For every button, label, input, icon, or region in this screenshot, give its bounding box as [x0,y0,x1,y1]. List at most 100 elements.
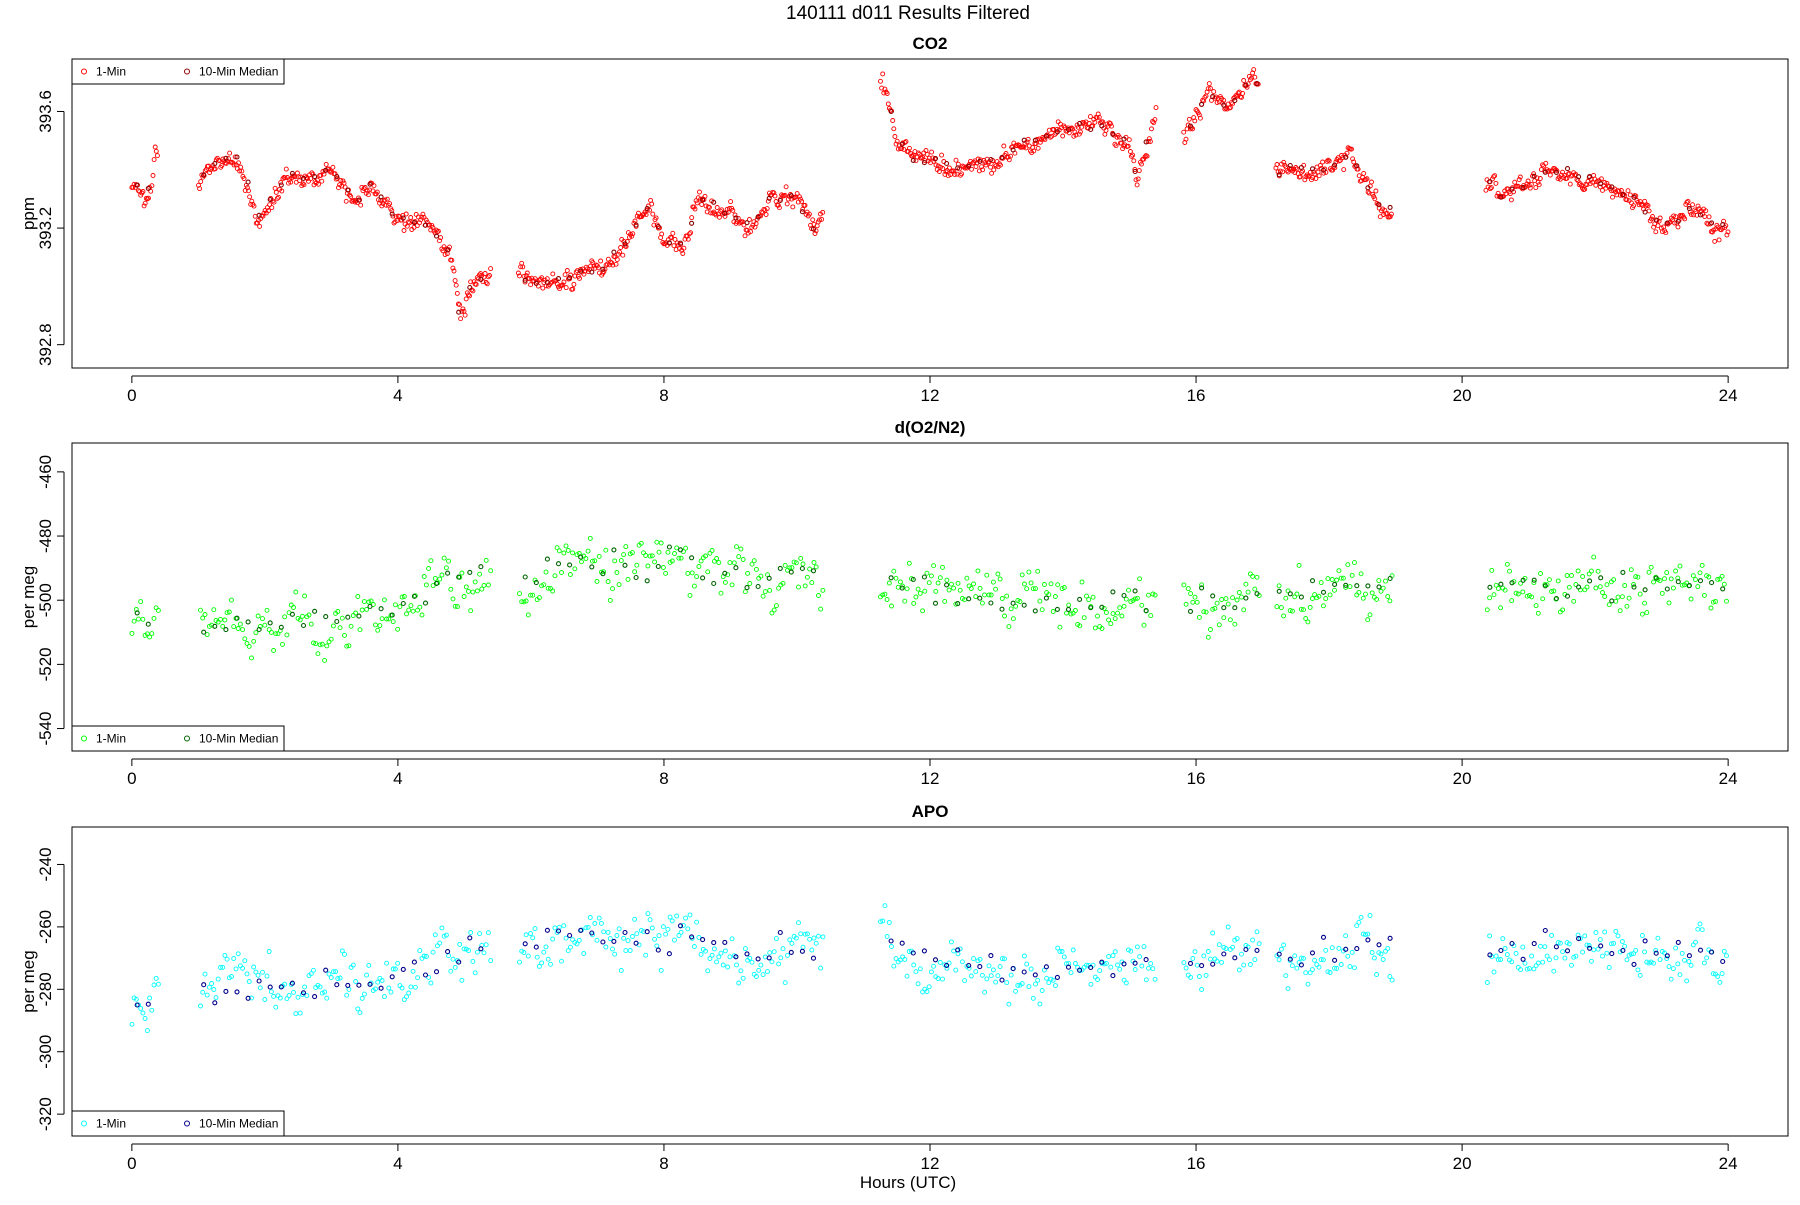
legend: 1-Min 10-Min Median [71,725,285,752]
data-point [1186,116,1192,122]
data-point [753,221,759,227]
data-point [1216,942,1222,948]
data-point [479,586,485,592]
data-point [346,643,352,649]
data-point [1644,202,1650,208]
data-point [304,993,310,999]
data-point [953,157,959,163]
data-point [1542,944,1548,950]
data-point [235,951,241,957]
data-point [1327,970,1333,975]
median-point [644,929,650,935]
data-point [688,230,694,236]
data-point [919,155,925,161]
median-point [944,962,950,968]
data-point [811,560,817,565]
data-point [1624,957,1630,963]
data-point [333,969,339,975]
data-point [1657,578,1663,584]
median-point [1642,587,1648,593]
data-point [392,966,398,972]
data-point [133,996,139,1002]
data-point [922,588,928,594]
median-point [622,241,628,247]
data-point [740,557,746,562]
data-point [1650,214,1655,219]
data-point [991,167,997,173]
data-point [654,539,660,545]
data-point [343,198,349,204]
x-tick-label: 12 [921,386,940,405]
data-point [270,198,276,204]
data-point [1203,972,1209,978]
data-point [997,576,1003,582]
data-point [1128,948,1134,954]
x-tick-label: 12 [921,1154,940,1173]
data-point [141,203,147,209]
data-point [977,585,983,591]
data-point [319,641,325,647]
data-point [878,919,883,925]
median-point [1121,592,1127,599]
data-point [893,956,899,962]
data-point [911,600,917,606]
data-point [1369,179,1374,185]
data-point [359,607,365,613]
median-point [544,556,550,562]
data-point [466,948,471,954]
data-point [1211,89,1217,95]
data-point [594,578,600,584]
data-point [959,171,965,177]
data-point [1627,192,1633,198]
data-point [929,149,935,155]
data-point [681,245,687,251]
data-point [1520,944,1526,950]
median-point [1653,950,1659,956]
data-point [953,967,959,973]
data-point [884,91,890,96]
data-point [882,903,888,909]
data-point [406,607,412,613]
data-point [1188,974,1194,980]
data-point [811,935,817,941]
data-point [344,643,350,649]
data-point [1326,158,1332,164]
median-point [1298,594,1304,600]
y-tick-label: -240 [36,847,55,881]
data-point [643,212,649,218]
data-point [621,239,627,244]
median-point [245,995,251,1001]
data-point [680,251,686,256]
data-point [620,252,626,258]
data-point [328,636,334,642]
data-point [1039,988,1045,993]
data-point [1622,943,1628,949]
data-point [559,570,564,575]
data-point [222,952,228,958]
data-point [1526,182,1532,188]
median-point [278,984,284,990]
data-point [1153,105,1159,111]
data-point [1312,592,1318,598]
data-point [428,558,434,564]
median-point [1365,937,1371,943]
data-point [1312,957,1318,963]
data-point [705,968,711,974]
data-point [451,268,457,274]
data-point [302,984,308,990]
data-point [592,920,598,926]
data-point [279,188,285,194]
data-point [1079,124,1084,130]
data-point [616,582,622,588]
median-point [1054,129,1060,135]
data-point [1345,562,1351,568]
data-point [548,961,553,967]
data-point [1695,584,1701,590]
data-point [964,575,970,581]
median-point [478,946,484,952]
data-point [928,969,934,975]
data-point [647,917,653,923]
data-point [362,184,368,190]
data-point [350,962,356,968]
data-point [1234,597,1240,603]
